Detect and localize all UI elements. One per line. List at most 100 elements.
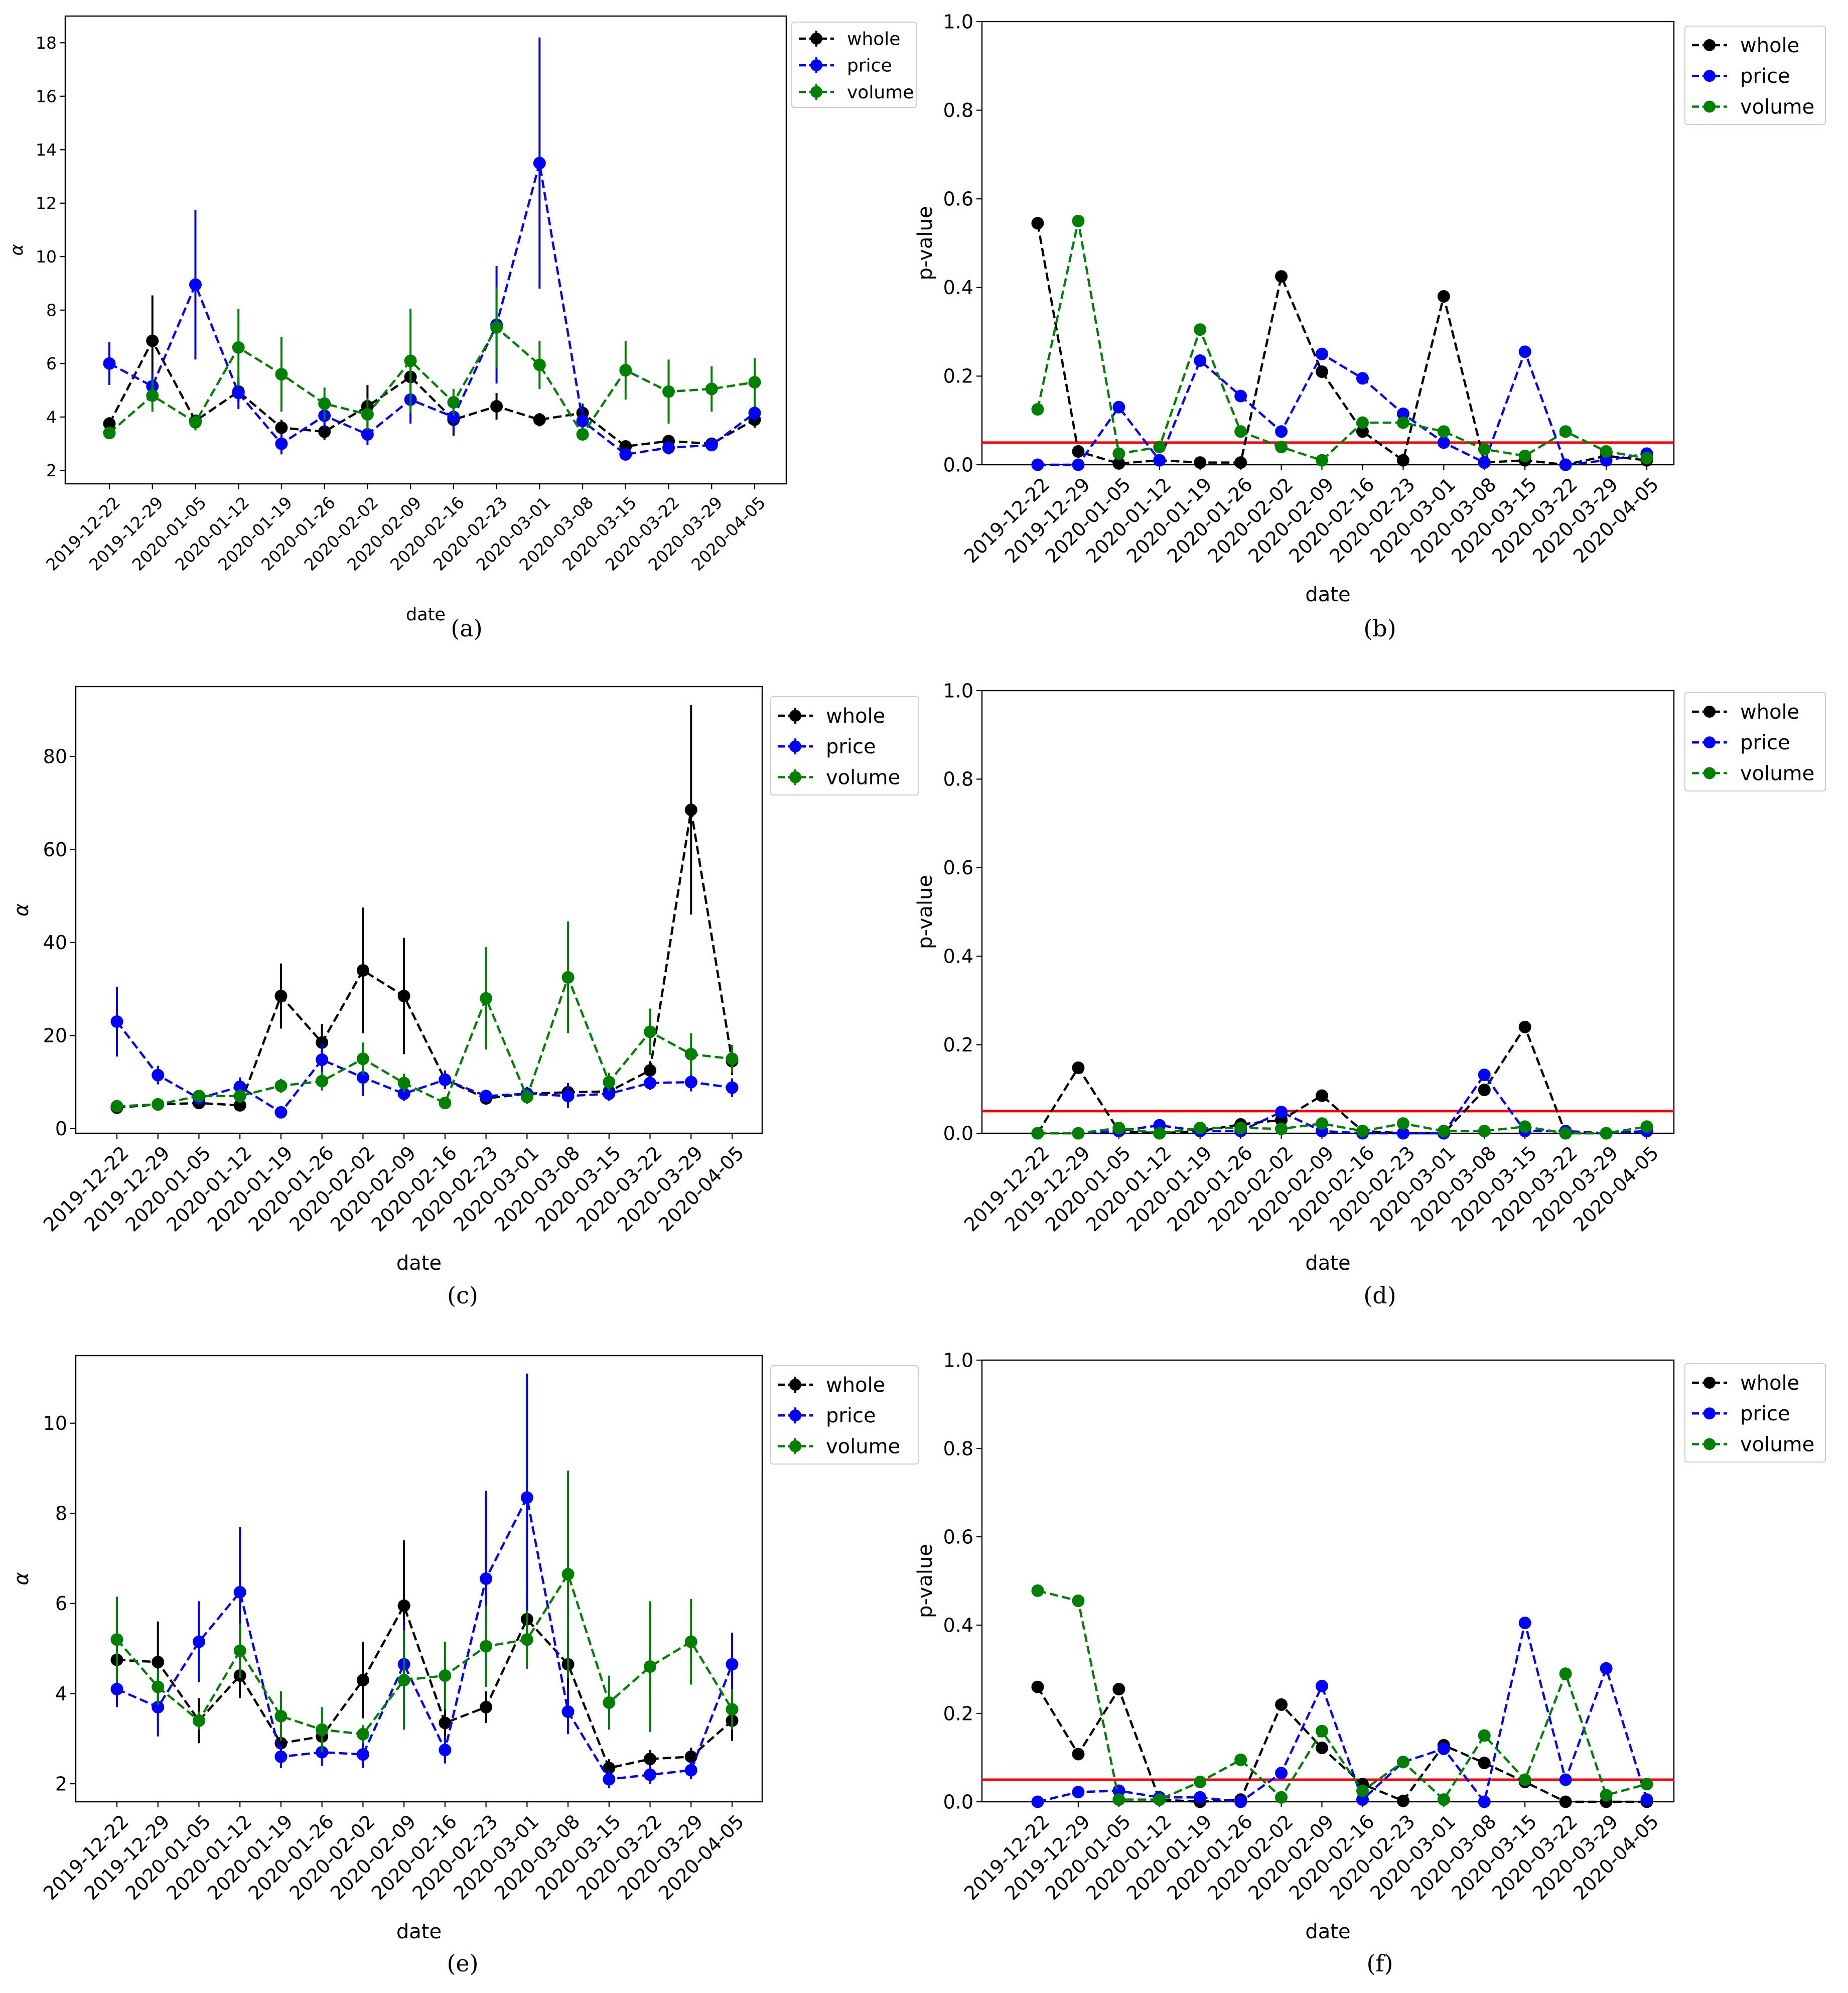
y-tick-label: 0.2 xyxy=(943,1034,973,1056)
panel-caption: (b) xyxy=(1363,615,1396,642)
data-point xyxy=(233,1585,246,1599)
data-point xyxy=(110,1015,123,1028)
data-point xyxy=(152,1700,165,1713)
data-point xyxy=(1478,1757,1491,1770)
data-point xyxy=(644,1064,657,1077)
y-tick-label: 8 xyxy=(46,300,57,320)
legend-marker xyxy=(1703,705,1716,718)
data-point xyxy=(1437,425,1450,438)
data-point xyxy=(1478,1729,1491,1742)
data-point xyxy=(1194,1775,1207,1788)
data-point xyxy=(480,1090,493,1103)
series-line-volume xyxy=(1036,220,1647,462)
data-point xyxy=(726,1052,739,1066)
legend: whole price volume xyxy=(770,1365,919,1465)
data-point xyxy=(1112,457,1125,470)
data-point xyxy=(1234,389,1247,403)
y-tick-label: 40 xyxy=(43,932,67,954)
chart-panel-f: 0.00.20.40.60.81.02019-12-222019-12-2920… xyxy=(914,1349,1826,1977)
data-point xyxy=(1396,1756,1409,1769)
data-point xyxy=(274,990,288,1003)
data-point xyxy=(1640,1120,1653,1133)
data-point xyxy=(1275,1767,1288,1780)
legend-box xyxy=(770,696,919,795)
y-axis-label: p-value xyxy=(914,875,937,949)
y-axis-label: α xyxy=(7,244,27,255)
legend-box xyxy=(1684,26,1826,125)
series-line-price xyxy=(108,163,756,456)
data-point xyxy=(684,804,697,817)
data-point xyxy=(192,1090,205,1103)
data-point xyxy=(274,1106,288,1119)
series-line-price xyxy=(116,1021,733,1114)
data-point xyxy=(316,1075,329,1088)
y-tick-label: 12 xyxy=(36,193,57,213)
data-point xyxy=(748,376,761,389)
data-point xyxy=(232,386,245,400)
legend-marker xyxy=(1703,100,1716,113)
y-axis-label: p-value xyxy=(914,1544,937,1618)
data-point xyxy=(1518,449,1531,462)
legend-label-whole: whole xyxy=(1740,701,1799,724)
data-point xyxy=(576,415,589,428)
data-point xyxy=(356,964,369,977)
data-point xyxy=(275,421,288,434)
x-axis-label: date xyxy=(1305,1252,1350,1275)
x-axis-label: date xyxy=(1305,583,1350,606)
y-axis-label: α xyxy=(10,1572,33,1585)
data-point xyxy=(1194,1791,1207,1804)
data-point xyxy=(1112,1793,1125,1806)
data-point xyxy=(1356,425,1369,438)
data-point xyxy=(619,448,632,461)
data-point xyxy=(447,411,460,424)
data-point xyxy=(189,278,202,291)
data-point xyxy=(1112,1683,1125,1696)
data-point xyxy=(1234,1795,1247,1808)
data-point xyxy=(1478,1125,1491,1138)
data-point xyxy=(1396,407,1409,420)
data-point xyxy=(1072,1748,1085,1761)
panel-caption: (f) xyxy=(1367,1950,1393,1977)
y-tick-label: 4 xyxy=(55,1683,67,1705)
data-point xyxy=(662,385,675,398)
data-point xyxy=(520,1491,533,1504)
data-point xyxy=(684,1635,697,1648)
y-tick-label: 14 xyxy=(36,140,57,160)
data-point xyxy=(662,441,675,454)
data-point xyxy=(1437,1793,1450,1806)
series-line-volume xyxy=(116,1571,733,1736)
series-line-price xyxy=(1038,1073,1647,1135)
series-line-price xyxy=(1037,1623,1648,1805)
data-point xyxy=(1437,1125,1450,1138)
data-point xyxy=(684,1047,697,1060)
data-point xyxy=(1072,1595,1085,1608)
data-point xyxy=(103,427,116,440)
data-point xyxy=(232,341,245,354)
series-volume xyxy=(1031,214,1653,467)
y-tick-label: 0.6 xyxy=(943,188,973,210)
y-tick-label: 20 xyxy=(43,1025,67,1047)
data-point xyxy=(1396,1794,1409,1807)
data-point xyxy=(1031,217,1044,230)
data-point xyxy=(1437,436,1450,449)
y-tick-label: 18 xyxy=(36,33,57,53)
series-line-price xyxy=(116,1494,734,1781)
legend-label-price: price xyxy=(826,1404,876,1427)
data-point xyxy=(1316,365,1329,378)
data-point xyxy=(684,1750,697,1763)
series-line-whole xyxy=(116,810,734,1109)
data-point xyxy=(1031,1127,1044,1140)
data-point xyxy=(356,1728,369,1741)
legend-marker xyxy=(1703,70,1716,82)
axes-frame xyxy=(64,15,787,485)
y-tick-label: 0.6 xyxy=(943,1526,973,1548)
panel-caption: (e) xyxy=(447,1950,478,1977)
y-tick-label: 16 xyxy=(36,86,57,106)
data-point xyxy=(490,321,503,334)
data-point xyxy=(1559,1667,1572,1680)
data-point xyxy=(1356,1793,1369,1806)
data-point xyxy=(684,1764,697,1777)
data-point xyxy=(1234,456,1247,469)
data-point xyxy=(1316,454,1329,467)
